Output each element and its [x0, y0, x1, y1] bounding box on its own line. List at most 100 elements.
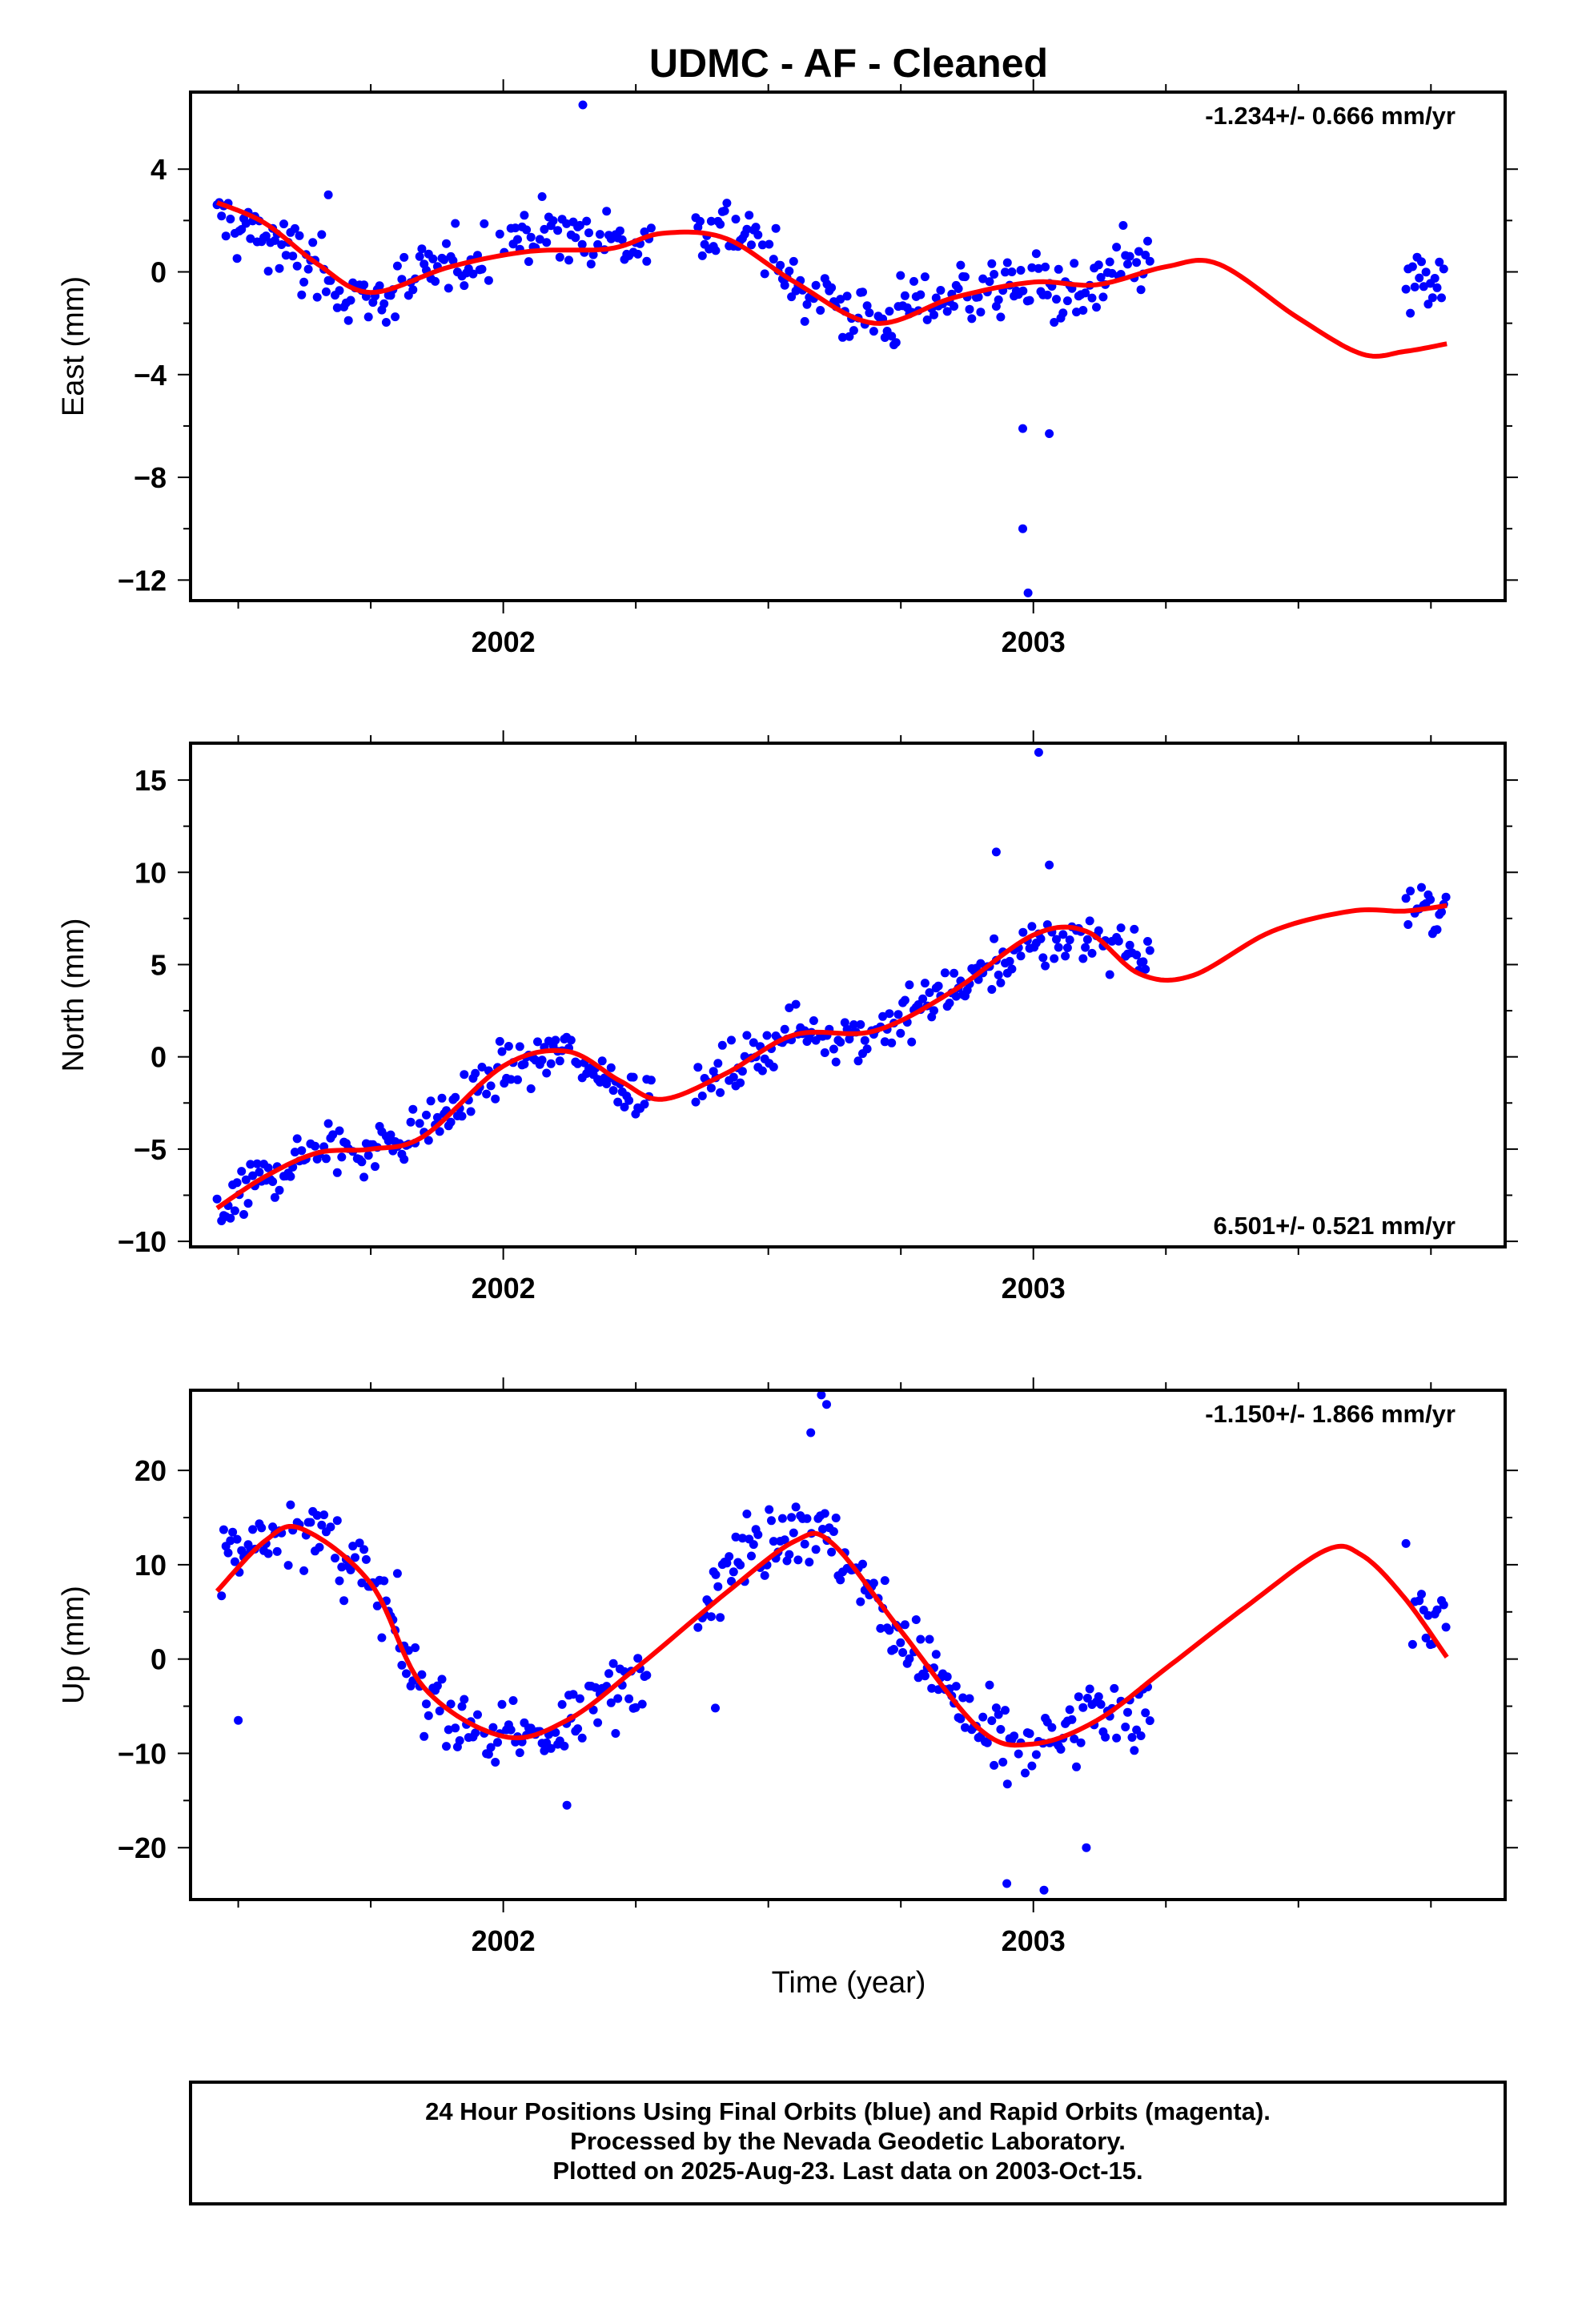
- data-point: [497, 1699, 507, 1709]
- data-point: [332, 1516, 342, 1526]
- data-point: [555, 1056, 564, 1066]
- data-point: [446, 1699, 456, 1709]
- data-point: [275, 263, 284, 273]
- data-point: [455, 1736, 464, 1745]
- y-axis-label: Up (mm): [57, 1586, 90, 1704]
- data-point: [553, 226, 563, 235]
- data-point: [996, 312, 1006, 322]
- data-point: [789, 1528, 798, 1538]
- data-point: [885, 1626, 894, 1635]
- data-point: [1018, 927, 1028, 937]
- data-point: [1437, 293, 1446, 303]
- y-tick-label: −4: [134, 359, 167, 392]
- data-point: [900, 1620, 909, 1630]
- data-point: [885, 1009, 894, 1019]
- data-point: [1070, 1734, 1079, 1743]
- y-tick-label: −12: [118, 564, 167, 597]
- data-point: [1056, 1744, 1066, 1754]
- x-tick-label: 2002: [472, 1272, 536, 1305]
- data-point: [880, 1037, 889, 1047]
- data-point: [802, 1514, 812, 1523]
- data-point: [711, 246, 721, 255]
- data-point: [402, 1669, 411, 1679]
- data-point: [887, 332, 897, 341]
- footer-line-1: 24 Hour Positions Using Final Orbits (bl…: [425, 2097, 1271, 2125]
- data-point: [575, 1694, 584, 1703]
- data-point: [624, 1096, 634, 1105]
- data-point: [551, 1727, 560, 1737]
- data-point: [737, 1534, 747, 1543]
- data-point: [504, 1042, 513, 1051]
- data-point: [1145, 946, 1154, 955]
- data-point: [725, 1552, 734, 1562]
- data-point: [1045, 860, 1054, 870]
- data-point: [836, 295, 845, 304]
- data-point: [602, 207, 612, 216]
- data-point: [460, 281, 469, 291]
- data-point: [1421, 1633, 1431, 1642]
- data-point: [486, 1081, 496, 1091]
- data-point: [263, 1549, 273, 1558]
- data-point: [742, 1510, 752, 1518]
- data-point: [624, 1694, 634, 1703]
- data-point: [578, 100, 588, 110]
- data-point: [1038, 953, 1048, 963]
- data-point: [1041, 961, 1050, 971]
- data-point: [606, 1063, 616, 1072]
- data-point: [934, 981, 943, 991]
- plot-frame: [189, 1389, 1507, 1901]
- data-point: [363, 312, 373, 322]
- data-point: [1406, 887, 1415, 896]
- data-point: [994, 295, 1003, 304]
- data-point: [930, 310, 938, 320]
- data-point: [716, 1613, 725, 1622]
- data-point: [994, 971, 1003, 979]
- data-point: [646, 1076, 656, 1085]
- data-point: [1062, 296, 1072, 306]
- data-point: [555, 252, 564, 262]
- data-point: [1417, 1590, 1426, 1599]
- data-point: [742, 224, 752, 234]
- data-point: [1435, 257, 1444, 267]
- data-point: [424, 1136, 433, 1145]
- data-point: [515, 1042, 524, 1051]
- data-point: [277, 240, 287, 249]
- data-point: [1052, 935, 1061, 944]
- data-point: [359, 1172, 369, 1182]
- data-point: [731, 215, 741, 224]
- data-point: [862, 1044, 872, 1054]
- data-point: [990, 934, 999, 943]
- data-point: [435, 1127, 444, 1136]
- data-point: [460, 1070, 469, 1080]
- data-point: [1082, 1694, 1092, 1703]
- data-point: [1031, 1750, 1041, 1759]
- panel-east: 2002 2003 4 0 −4 −8 −12 East (mm) -1.234+/- 0.66…: [57, 79, 1518, 658]
- data-point: [956, 1714, 966, 1723]
- y-tick-label: 0: [151, 255, 167, 288]
- data-point: [444, 1725, 453, 1735]
- data-point: [1027, 1761, 1037, 1771]
- data-point: [1430, 274, 1439, 283]
- data-point: [586, 259, 596, 269]
- data-point: [432, 1681, 442, 1691]
- data-point: [816, 306, 825, 315]
- data-point: [219, 1525, 228, 1534]
- data-point: [321, 1154, 331, 1164]
- data-point: [811, 1545, 821, 1554]
- data-point: [769, 255, 778, 264]
- data-point: [451, 1092, 460, 1102]
- y-axis-label: North (mm): [57, 918, 90, 1072]
- data-point: [480, 219, 489, 228]
- data-point: [820, 1048, 829, 1057]
- data-point: [506, 1075, 516, 1084]
- data-point: [942, 1672, 952, 1682]
- data-point: [448, 255, 458, 265]
- data-point: [802, 300, 812, 309]
- data-point: [261, 231, 271, 241]
- data-point: [526, 232, 536, 242]
- data-point: [315, 1542, 324, 1552]
- data-point: [1141, 964, 1150, 974]
- data-point: [515, 1748, 524, 1758]
- data-point: [1439, 264, 1448, 274]
